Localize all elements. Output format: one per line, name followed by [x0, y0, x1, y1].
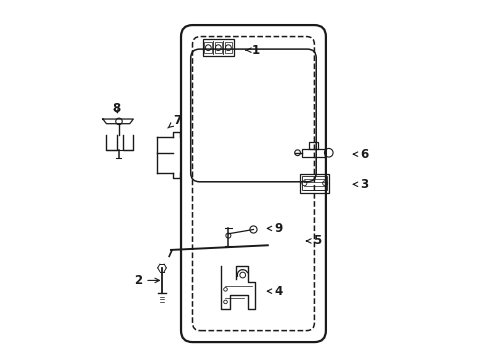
Bar — [214, 42, 222, 53]
Bar — [224, 42, 232, 53]
Text: 1: 1 — [245, 44, 259, 57]
Bar — [203, 39, 233, 56]
Text: 7: 7 — [167, 114, 181, 128]
Text: 5: 5 — [306, 234, 320, 247]
Text: 2: 2 — [134, 274, 159, 287]
Text: 6: 6 — [353, 148, 367, 161]
Text: 9: 9 — [267, 222, 282, 235]
Bar — [308, 142, 318, 149]
Bar — [204, 42, 212, 53]
Text: 3: 3 — [353, 178, 367, 191]
Bar — [301, 149, 325, 157]
Bar — [300, 174, 329, 193]
Bar — [302, 176, 326, 190]
Text: 8: 8 — [112, 102, 120, 115]
Text: 4: 4 — [267, 285, 282, 298]
